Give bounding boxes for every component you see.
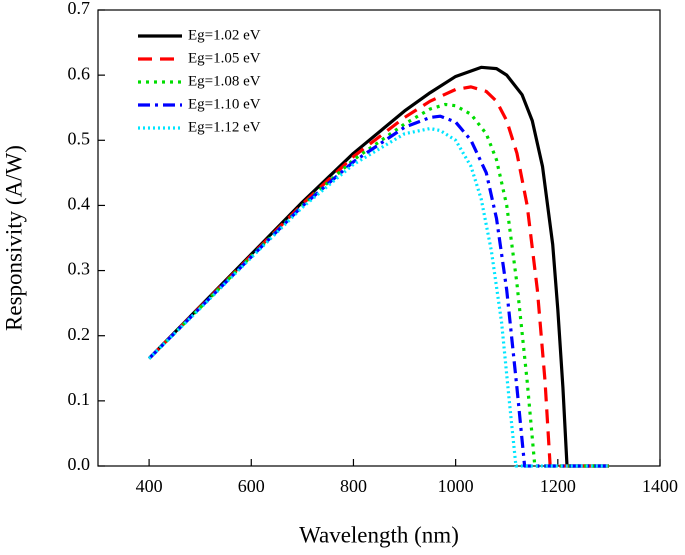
- series-line: [147, 126, 609, 468]
- y-axis-label: Responsivity (A/W): [1, 145, 26, 331]
- x-tick-label: 400: [136, 476, 163, 496]
- y-tick-label: 0.6: [68, 63, 91, 83]
- y-tick-label: 0.4: [68, 194, 91, 214]
- y-tick-label: 0.2: [68, 324, 91, 344]
- legend-label: Eg=1.08 eV: [188, 73, 261, 89]
- series-line: [147, 65, 609, 468]
- plot-frame: [97, 9, 661, 467]
- x-tick-label: 1400: [642, 476, 678, 496]
- x-tick-label: 800: [340, 476, 367, 496]
- y-tick-label: 0.1: [68, 389, 91, 409]
- legend-label: Eg=1.05 eV: [188, 50, 261, 66]
- y-tick-label: 0.0: [68, 454, 91, 474]
- x-tick-label: 1000: [438, 476, 474, 496]
- legend-label: Eg=1.12 eV: [188, 119, 261, 135]
- x-axis-label: Wavelength (nm): [299, 522, 459, 547]
- y-tick-label: 0.5: [68, 128, 91, 148]
- y-tick-label: 0.3: [68, 259, 91, 279]
- series-line: [147, 85, 609, 468]
- y-tick-label: 0.7: [68, 0, 91, 18]
- x-tick-label: 1200: [540, 476, 576, 496]
- legend-label: Eg=1.10 eV: [188, 96, 261, 112]
- x-tick-label: 600: [238, 476, 265, 496]
- legend-label: Eg=1.02 eV: [188, 27, 261, 43]
